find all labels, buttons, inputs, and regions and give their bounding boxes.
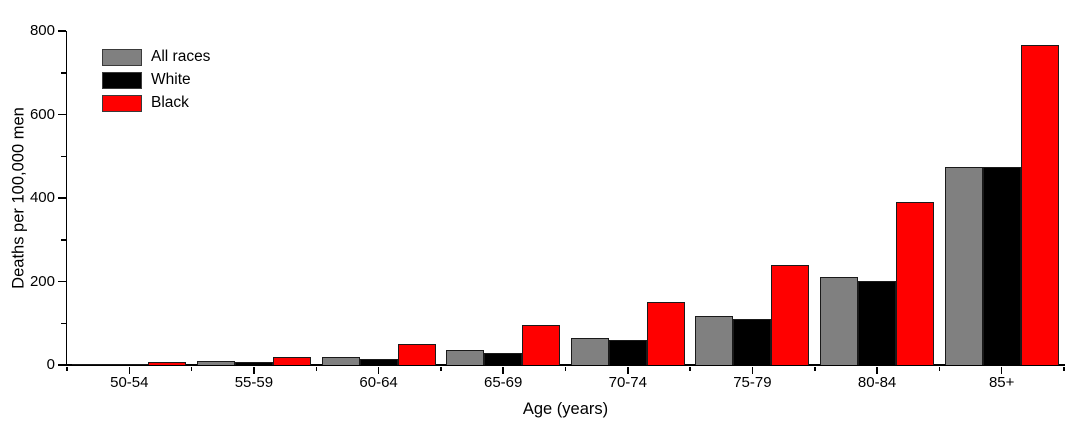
bar-white-80-84 [858,280,897,365]
bar-white-85+ [982,167,1021,365]
x-tick-label: 65-69 [484,374,523,391]
plot-area [67,31,1064,365]
bar-all-races-80-84 [820,277,859,365]
x-major-tick [253,366,255,374]
y-major-tick [58,197,66,199]
x-tick-label: 50-54 [110,374,149,391]
legend-swatch [102,48,142,66]
bar-black-80-84 [896,202,935,365]
bar-all-races-75-79 [695,315,734,365]
x-major-tick [377,366,380,374]
x-major-tick [627,366,629,374]
bar-black-60-64 [397,344,436,365]
y-axis-line [65,31,68,366]
x-minor-tick [190,366,193,371]
x-minor-tick [315,366,317,371]
legend-item: Black [102,94,210,112]
x-axis-title: Age (years) [522,400,609,418]
x-tick-label: 60-64 [359,374,398,391]
y-tick-label: 0 [46,356,55,373]
x-minor-tick [440,366,442,371]
y-minor-tick [61,155,66,157]
bar-black-50-54 [148,361,187,365]
x-minor-tick [938,366,941,371]
y-tick-label: 600 [29,105,55,123]
x-major-tick [128,366,131,374]
bar-black-75-79 [771,264,810,365]
bar-white-75-79 [733,319,772,365]
legend-label: Black [151,94,189,111]
legend-swatch [102,71,142,89]
legend-label: White [151,71,191,88]
bar-black-65-69 [522,324,561,365]
legend: All races White Black [102,48,210,117]
x-minor-tick [1063,366,1065,371]
y-tick-label: 800 [29,22,55,39]
x-major-tick [502,366,504,374]
bar-all-races-60-64 [321,356,360,365]
x-tick-label: 55-59 [234,374,274,391]
x-tick-label: 80-84 [857,374,897,391]
bar-black-55-59 [272,356,311,365]
bar-all-races-85+ [944,166,983,365]
bar-all-races-65-69 [446,350,485,365]
x-minor-tick [814,366,816,371]
legend-swatch [102,94,142,112]
y-major-tick [58,113,66,116]
bar-all-races-50-54 [72,364,111,365]
bar-black-70-74 [646,302,685,365]
bar-white-65-69 [484,352,523,365]
y-major-tick [58,280,66,283]
y-major-tick [58,30,66,32]
bar-white-50-54 [110,364,149,365]
legend-item: All races [102,48,210,66]
bar-all-races-55-59 [196,360,235,365]
legend-item: White [102,71,210,89]
bar-white-70-74 [608,340,647,365]
y-minor-tick [61,322,66,324]
bar-all-races-70-74 [570,337,609,365]
x-major-tick [876,366,878,374]
x-tick-label: 70-74 [608,374,647,391]
bar-white-55-59 [234,362,273,365]
y-major-tick [58,364,66,366]
x-tick-label: 85+ [988,374,1015,391]
x-major-tick [751,366,754,374]
y-tick-label: 400 [29,189,55,206]
y-tick-label: 200 [29,272,55,290]
x-minor-tick [564,366,567,371]
x-minor-tick [66,366,68,371]
bar-black-85+ [1020,45,1059,365]
x-tick-label: 75-79 [733,374,772,391]
bar-white-60-64 [359,358,398,365]
y-minor-tick [61,239,66,241]
legend-label: All races [151,48,211,65]
x-major-tick [1000,366,1003,374]
x-axis-line [65,364,1065,366]
y-minor-tick [61,72,66,74]
x-minor-tick [689,366,691,371]
